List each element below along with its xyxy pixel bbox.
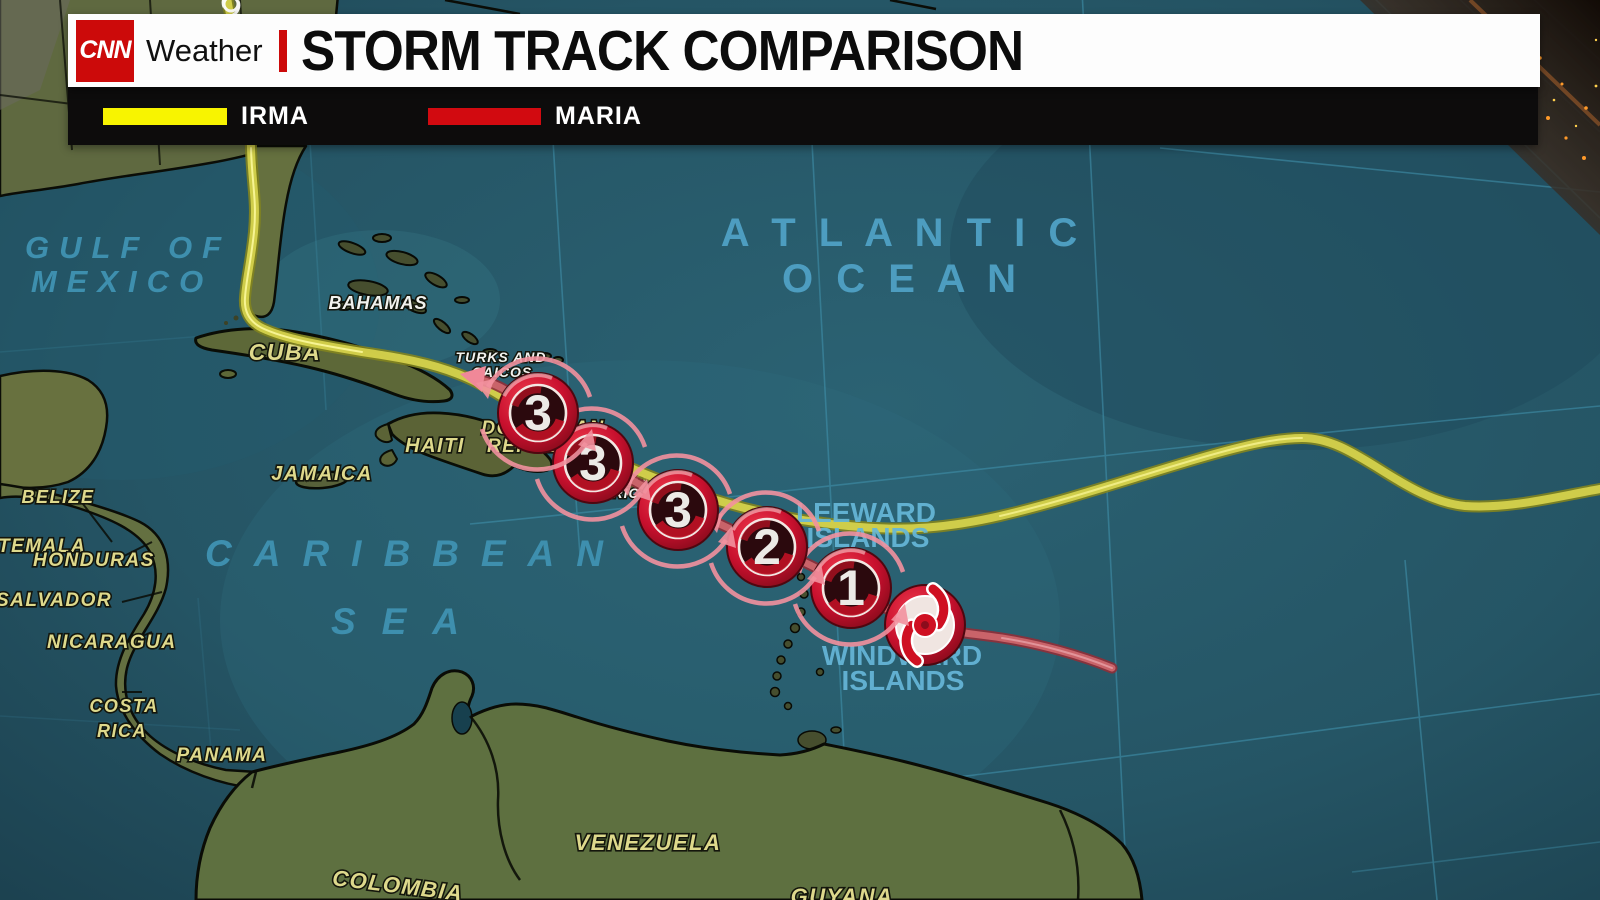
- storm-point-cat3c: 3: [616, 455, 736, 566]
- label-haiti: HAITI: [405, 435, 465, 457]
- label-gulf-2: MEXICO: [31, 264, 213, 299]
- border-fragments: [444, 0, 937, 16]
- label-jamaica: JAMAICA: [271, 463, 373, 485]
- bahama-bank: [260, 230, 500, 370]
- irma-label: IRMA: [241, 101, 309, 130]
- label-belize: BELIZE: [21, 487, 94, 507]
- svg-text:3: 3: [524, 385, 552, 441]
- svg-text:1: 1: [837, 560, 865, 616]
- storm-point-cat1: 1: [789, 533, 909, 644]
- label-honduras: HONDURAS: [33, 550, 155, 571]
- maria-storm-points: 1 2 3 3 3: [476, 358, 966, 669]
- svg-text:3: 3: [664, 482, 692, 538]
- label-caribbean-1: CARIBBEAN: [205, 533, 625, 574]
- label-bahamas: BAHAMAS: [329, 293, 428, 313]
- label-guatemala: TEMALA: [0, 536, 86, 557]
- header-divider: [278, 29, 287, 72]
- label-panama: PANAMA: [177, 745, 268, 766]
- maria-label: MARIA: [555, 101, 642, 130]
- label-nicaragua: NICARAGUA: [47, 632, 177, 653]
- cnn-logo-text: CNN: [79, 36, 131, 64]
- svg-text:2: 2: [753, 519, 781, 575]
- header-banner: CNN Weather STORM TRACK COMPARISON: [68, 14, 1540, 87]
- label-caribbean-2: SEA: [331, 601, 485, 642]
- storm-point-cat3a: 3: [476, 358, 596, 469]
- label-costa-rica-2: RICA: [97, 721, 147, 741]
- label-el-salvador: SALVADOR: [0, 590, 112, 611]
- label-venezuela: VENEZUELA: [575, 830, 722, 855]
- label-windward-2: ISLANDS: [842, 665, 965, 696]
- label-atlantic-1: A T L A N T I C: [721, 211, 1084, 255]
- cnn-logo: CNN: [76, 19, 134, 82]
- storm-point-cat2: 2: [705, 492, 825, 603]
- storm-point-hurricane-icon: [884, 581, 966, 669]
- page-title: STORM TRACK COMPARISON: [300, 18, 1024, 83]
- label-atlantic-2: O C E A N: [782, 257, 1022, 301]
- label-costa-rica-1: COSTA: [89, 696, 158, 716]
- irma-swatch: [103, 107, 227, 125]
- label-gulf-1: GULF OF: [25, 230, 231, 265]
- label-leeward-1: LEEWARD: [796, 497, 936, 528]
- legend-bar: IRMA MARIA: [68, 87, 1538, 145]
- deep-atlantic: [950, 50, 1600, 450]
- label-guyana: GUYANA: [791, 884, 894, 900]
- ocean-labels: GULF OF MEXICO A T L A N T I C O C E A N…: [25, 211, 1084, 642]
- maria-swatch: [428, 107, 541, 125]
- weather-wordmark: Weather: [146, 32, 263, 68]
